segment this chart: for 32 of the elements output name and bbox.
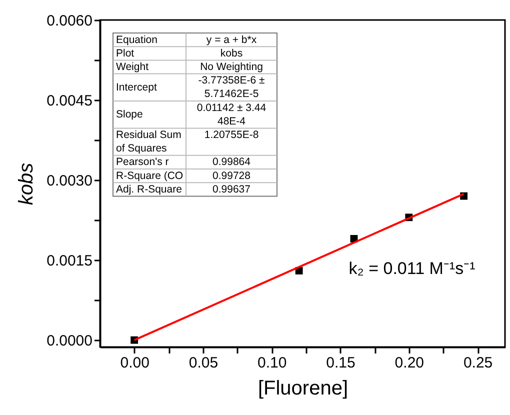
x-tick-label: 0.10: [258, 354, 287, 372]
text: kobs: [16, 162, 38, 206]
annotation: Weight: [116, 61, 149, 73]
annotation: 0.99637: [212, 183, 251, 196]
y-tick-label: 0.0060: [46, 12, 92, 30]
annotation: Adj. R-Square: [116, 183, 182, 196]
x-tick-label: 0.15: [326, 354, 356, 372]
annotation: Residual Sum of Squares: [116, 129, 182, 155]
annotation: y = a + b*x: [206, 34, 258, 46]
annotation: R-Square (CO: [116, 170, 184, 182]
annotation: k₂ = 0.011 M⁻¹s⁻¹: [348, 259, 476, 278]
y-tick-label: 0.0015: [46, 252, 92, 270]
y-tick-label: 0.0030: [46, 172, 92, 190]
annotation: 0.01142 ± 3.4448E-4: [196, 102, 266, 128]
annotation: Pearson's r: [116, 156, 170, 168]
annotation: Equation: [116, 34, 158, 46]
x-axis-title: [Fluorene]: [258, 378, 348, 400]
x-tick-label: 0.20: [394, 354, 424, 372]
x-tick-label: 0.00: [120, 354, 150, 372]
x-tick-label: 0.05: [188, 354, 218, 372]
y-tick-label: 0.0045: [46, 92, 92, 110]
annotation: 1.20755E-8: [204, 129, 259, 141]
annotation: 0.99728: [212, 170, 251, 182]
annotation: -3.77358E-6 ± 5.71462E-5: [198, 74, 265, 100]
annotation: Plot: [116, 47, 134, 60]
y-tick-label: 0.0000: [46, 332, 92, 350]
annotation: No Weighting: [200, 61, 264, 73]
annotation: 0.99864: [212, 156, 251, 168]
x-tick-label: 0.25: [463, 354, 493, 372]
y-axis-title: kobs: [220, 47, 243, 60]
annotation: Intercept: [116, 81, 157, 94]
annotation: Slope: [116, 108, 144, 121]
